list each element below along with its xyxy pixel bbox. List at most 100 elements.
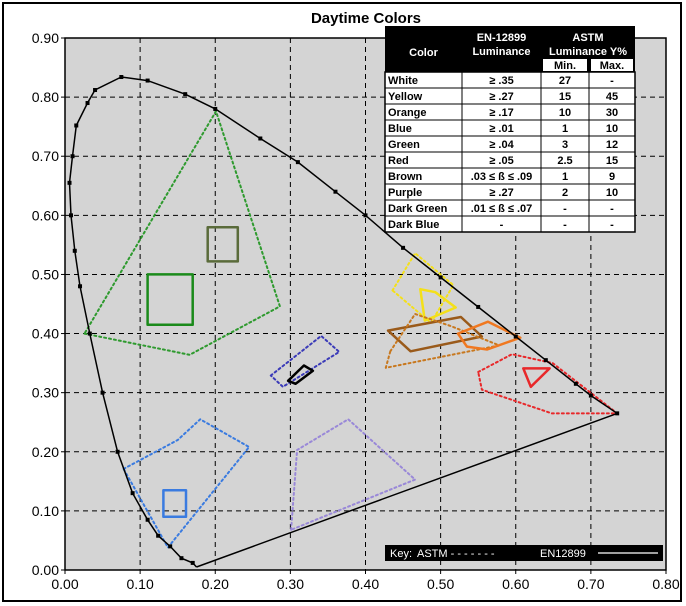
locus-point [145, 78, 150, 83]
region-yellow-solid [419, 287, 457, 322]
locus-point [588, 393, 593, 398]
locus-point [69, 213, 74, 218]
locus-point [115, 449, 120, 454]
table-cell: Dark Green [388, 203, 448, 215]
locus-point [333, 189, 338, 194]
locus-point [72, 248, 77, 253]
locus-point [145, 517, 150, 522]
spectral-locus [67, 75, 620, 568]
table-min-bg [543, 59, 587, 71]
table-cell: 1 [562, 171, 568, 183]
table-header-min: Min. [554, 60, 576, 72]
table-cell: ≥ .04 [489, 139, 514, 151]
table-cell: ≥ .17 [489, 107, 513, 119]
table-cell: .03 ≤ ß ≤ .09 [471, 171, 533, 183]
table-cell: - [610, 219, 614, 231]
locus-point [67, 180, 72, 185]
locus-point [179, 556, 184, 561]
table-cell: 30 [606, 107, 618, 119]
y-tick-label: 0.40 [32, 326, 59, 342]
region-green-dotted [83, 110, 281, 356]
locus-point [190, 560, 195, 565]
x-tick-label: 0.00 [51, 576, 78, 592]
locus-point [183, 92, 188, 97]
table-header-color: Color [409, 47, 438, 59]
y-tick-label: 0.10 [32, 503, 59, 519]
y-tick-label: 0.00 [32, 562, 59, 578]
locus-point [87, 331, 92, 336]
table-header-astm-sub: Luminance Y% [549, 46, 627, 58]
table-cell: 9 [609, 171, 615, 183]
key-astm: ASTM - - - - - - - [417, 548, 495, 560]
locus-point [295, 160, 300, 165]
table-cell: - [563, 203, 567, 215]
locus-point [615, 411, 620, 416]
table-cell: ≥ .27 [489, 91, 513, 103]
locus-point [93, 88, 98, 93]
locus-point [100, 390, 105, 395]
locus-point [119, 75, 124, 80]
table-header-en: EN-12899 [477, 32, 527, 44]
table-cell: 10 [606, 123, 618, 135]
region-yellow-dotted [391, 252, 455, 324]
region-red-solid [522, 367, 551, 389]
region-white-dotted [269, 334, 341, 388]
table-cell: 1 [562, 123, 568, 135]
table-cell: 27 [559, 75, 571, 87]
key-label: Key: [390, 548, 412, 560]
table-cell: ≥ .35 [489, 75, 513, 87]
region-brown-solid [206, 225, 240, 263]
region-orange-solid [456, 320, 522, 351]
x-tick-label: 0.70 [577, 576, 604, 592]
region-purple-dotted [290, 418, 417, 531]
table-cell: - [500, 219, 504, 231]
locus-point [438, 275, 443, 280]
locus-point [74, 123, 79, 128]
locus-point [156, 533, 161, 538]
table-cell: White [388, 75, 418, 87]
region-blue-solid [162, 488, 188, 519]
y-tick-label: 0.70 [32, 148, 59, 164]
y-tick-label: 0.50 [32, 266, 59, 282]
y-tick-label: 0.20 [32, 444, 59, 460]
table-cell: Brown [388, 171, 423, 183]
chart-title: Daytime Colors [311, 10, 421, 27]
locus-point [476, 304, 481, 309]
table-cell: 15 [559, 91, 571, 103]
y-tick-label: 0.60 [32, 207, 59, 223]
table-max-bg [591, 59, 633, 71]
table-cell: - [610, 203, 614, 215]
table-cell: 15 [606, 155, 618, 167]
x-tick-label: 0.20 [202, 576, 229, 592]
grid-lines [65, 38, 666, 570]
locus-point [85, 101, 90, 106]
x-tick-label: 0.30 [277, 576, 304, 592]
table-header-astm: ASTM [572, 32, 603, 44]
axes: 0.00 0.10 0.20 0.30 0.40 0.50 0.60 0.70 0.80 0.00… [32, 30, 680, 592]
table-cell: 10 [559, 107, 571, 119]
table-cell: 2.5 [557, 155, 572, 167]
table-cell: Yellow [388, 91, 423, 103]
table-cell: Blue [388, 123, 412, 135]
table-header-en-sub: Luminance [472, 46, 530, 58]
table-cell: 45 [606, 91, 618, 103]
locus-point [513, 334, 518, 339]
table-cell: - [563, 219, 567, 231]
locus-point [168, 544, 173, 549]
region-blue-dotted [122, 418, 251, 549]
key-bg [385, 545, 663, 561]
table-cell: ≥ .05 [489, 155, 513, 167]
table-cell: Orange [388, 107, 427, 119]
y-tick-label: 0.90 [32, 30, 59, 46]
table-cell: 2 [562, 187, 568, 199]
table-cell: Red [388, 155, 409, 167]
x-tick-label: 0.60 [502, 576, 529, 592]
table-cell: 12 [606, 139, 618, 151]
chromaticity-chart: Daytime Colors 0.00 0.10 0.20 0.30 0.40 0.50 0… [32, 10, 680, 592]
table-cell: .01 ≤ ß ≤ .07 [471, 203, 533, 215]
table-cell: 10 [606, 187, 618, 199]
table-cell: Green [388, 139, 420, 151]
x-tick-label: 0.40 [352, 576, 379, 592]
locus-point [130, 491, 135, 496]
